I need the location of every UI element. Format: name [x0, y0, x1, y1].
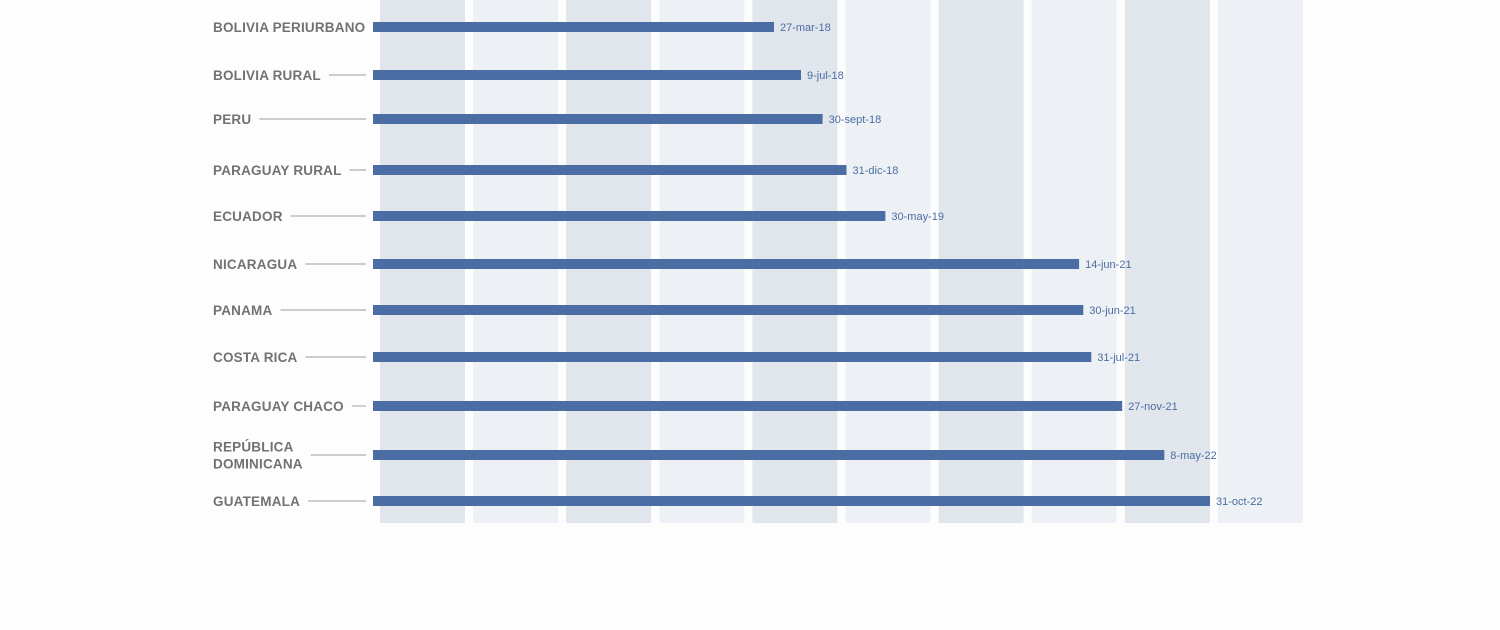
date-label: 9-jul-18: [807, 70, 844, 82]
bar: [373, 70, 801, 80]
bar: [373, 165, 847, 175]
bar: [373, 259, 1080, 269]
bar: [373, 211, 886, 221]
background-band: [1217, 0, 1303, 523]
date-label: 30-sept-18: [829, 114, 882, 126]
date-label: 30-may-19: [891, 211, 944, 223]
date-label: 30-jun-21: [1089, 305, 1135, 317]
bar: [373, 352, 1092, 362]
row-label: COSTA RICA: [213, 350, 298, 365]
row-label: REPÚBLICA DOMINICANA: [213, 440, 303, 472]
bars: [373, 22, 1210, 506]
row-labels: BOLIVIA PERIURBANO BOLIVIA RURAL PERU PARAG…: [213, 20, 365, 509]
row-label: BOLIVIA RURAL: [213, 68, 321, 83]
date-label: 31-dic-18: [853, 165, 899, 177]
date-label: 8-may-22: [1170, 450, 1216, 462]
bar: [373, 450, 1165, 460]
date-label: 31-oct-22: [1216, 496, 1262, 508]
row-label: PARAGUAY RURAL: [213, 163, 342, 178]
row-label: NICARAGUA: [213, 257, 297, 272]
row-label: PANAMA: [213, 303, 272, 318]
background-band: [1124, 0, 1210, 523]
bar: [373, 496, 1210, 506]
bar: [373, 114, 823, 124]
row-label: GUATEMALA: [213, 494, 300, 509]
date-label: 14-jun-21: [1085, 259, 1131, 271]
bar: [373, 401, 1123, 411]
bar: [373, 305, 1084, 315]
row-label: PERU: [213, 112, 251, 127]
date-label: 27-mar-18: [780, 22, 831, 34]
label-connectors: [259, 74, 366, 502]
row-label: BOLIVIA PERIURBANO: [213, 20, 365, 35]
date-labels: 27-mar-18 9-jul-18 30-sept-18 31-dic-18 30-m…: [780, 22, 1262, 508]
bar: [373, 22, 774, 32]
row-label: ECUADOR: [213, 209, 283, 224]
row-label: PARAGUAY CHACO: [213, 399, 344, 414]
date-label: 27-nov-21: [1128, 401, 1178, 413]
date-label: 31-jul-21: [1097, 352, 1140, 364]
